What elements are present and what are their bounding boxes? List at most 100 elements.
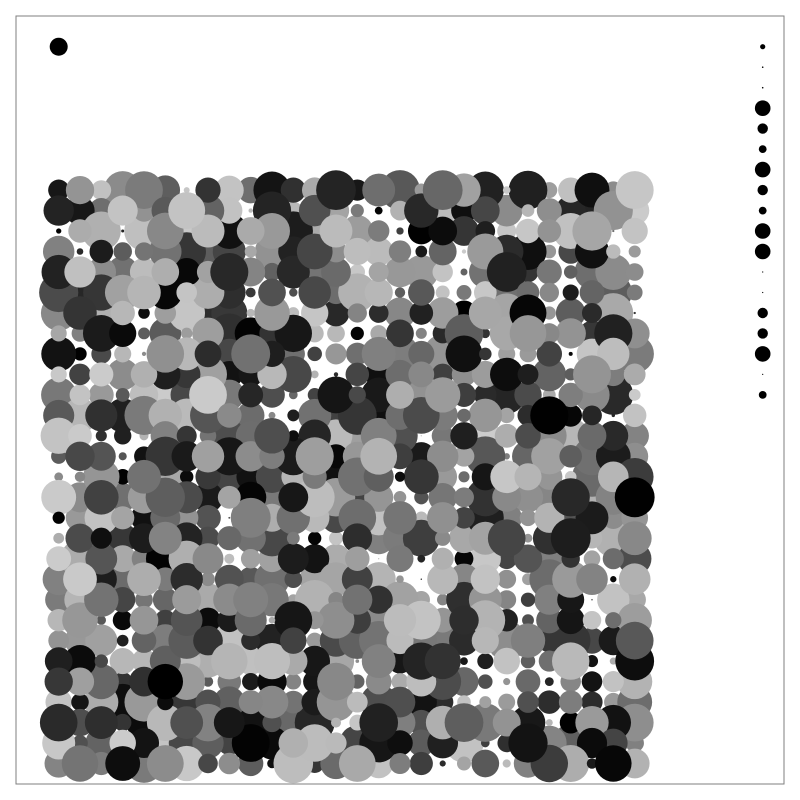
scatter-point xyxy=(424,643,461,680)
scatter-point xyxy=(317,662,355,701)
scatter-point xyxy=(130,361,158,388)
scatter-point xyxy=(238,382,264,408)
scatter-point xyxy=(170,563,203,596)
scatter-point xyxy=(437,594,449,606)
scatter-point xyxy=(628,389,641,401)
scatter-point xyxy=(497,590,517,610)
scatter-point xyxy=(83,479,119,515)
scatter-point xyxy=(499,407,515,424)
scatter-point xyxy=(193,625,223,656)
scatter-point xyxy=(374,206,383,215)
scatter-point xyxy=(576,727,608,759)
scatter-point xyxy=(176,282,197,303)
scatter-point xyxy=(189,375,227,414)
scatter-point xyxy=(258,278,286,307)
scatter-point xyxy=(498,693,516,711)
scatter-point xyxy=(559,445,582,468)
scatter-point xyxy=(105,746,141,781)
scatter-point xyxy=(460,657,468,665)
scatter-point xyxy=(361,336,396,371)
scatter-point xyxy=(517,363,539,385)
scatter-point xyxy=(367,220,390,242)
side-column-point xyxy=(762,373,764,375)
scatter-point xyxy=(445,335,483,373)
scatter-point xyxy=(148,521,182,555)
scatter-point xyxy=(345,362,370,387)
scatter-point xyxy=(217,526,242,551)
scatter-point xyxy=(52,511,65,524)
scatter-point xyxy=(572,211,612,251)
scatter-point xyxy=(514,463,542,491)
scatter-point xyxy=(453,507,475,529)
scatter-point xyxy=(426,440,459,473)
scatter-point xyxy=(563,265,578,279)
scatter-point xyxy=(368,303,389,323)
scatter-point xyxy=(454,487,474,508)
scatter-point xyxy=(479,347,492,361)
scatter-point xyxy=(85,542,118,575)
scatter-point xyxy=(581,302,603,324)
scatter-point xyxy=(84,582,119,617)
scatter-point xyxy=(254,213,290,249)
scatter-point xyxy=(458,471,470,483)
scatter-point xyxy=(576,563,608,596)
scatter-point xyxy=(393,491,407,504)
scatter-point xyxy=(396,227,404,235)
scatter-point xyxy=(112,610,133,631)
scatter-point xyxy=(248,208,253,213)
scatter-point xyxy=(602,548,624,570)
scatter-point xyxy=(231,724,270,762)
scatter-point xyxy=(44,647,73,675)
scatter-point xyxy=(536,607,563,634)
scatter-point xyxy=(262,713,282,733)
scatter-point xyxy=(378,558,380,560)
scatter-point xyxy=(284,570,303,589)
side-column-point xyxy=(757,123,768,134)
scatter-point xyxy=(427,563,459,595)
scatter-point xyxy=(82,315,120,352)
scatter-point xyxy=(515,218,541,244)
scatter-point xyxy=(224,553,235,564)
scatter-point xyxy=(317,601,355,639)
scatter-point xyxy=(386,380,414,409)
scatter-point xyxy=(444,703,484,742)
scatter-point xyxy=(69,363,91,386)
scatter-point xyxy=(545,719,553,727)
scatter-point xyxy=(510,623,546,658)
scatter-point xyxy=(333,372,339,377)
scatter-point xyxy=(255,685,289,719)
scatter-point xyxy=(316,170,356,210)
scatter-point xyxy=(415,245,428,258)
scatter-point xyxy=(85,399,118,432)
scatter-point xyxy=(598,420,629,451)
scatter-point xyxy=(94,654,109,668)
scatter-point xyxy=(520,653,536,669)
scatter-point xyxy=(345,546,370,571)
scatter-point xyxy=(457,408,471,423)
scatter-point xyxy=(509,315,547,352)
scatter-point xyxy=(172,257,201,287)
scatter-point xyxy=(39,703,78,742)
scatter-point xyxy=(63,562,97,597)
scatter-point xyxy=(551,478,590,517)
scatter-point xyxy=(134,242,154,261)
scatter-point xyxy=(477,653,494,670)
scatter-point xyxy=(231,334,271,374)
scatter-point xyxy=(539,282,560,303)
scatter-point xyxy=(493,647,520,675)
scatter-point xyxy=(274,601,313,640)
scatter-point xyxy=(73,347,87,361)
scatter-point xyxy=(502,186,511,194)
scatter-point xyxy=(364,585,393,614)
scatter-point xyxy=(606,244,621,259)
scatter-point xyxy=(106,358,139,391)
scatter-point xyxy=(306,632,323,649)
scatter-point xyxy=(450,422,478,450)
scatter-point xyxy=(325,343,347,365)
scatter-point xyxy=(360,437,398,475)
side-column-point xyxy=(757,307,768,319)
scatter-point xyxy=(131,649,157,674)
scatter-point xyxy=(68,219,92,243)
side-column-points xyxy=(754,44,771,399)
